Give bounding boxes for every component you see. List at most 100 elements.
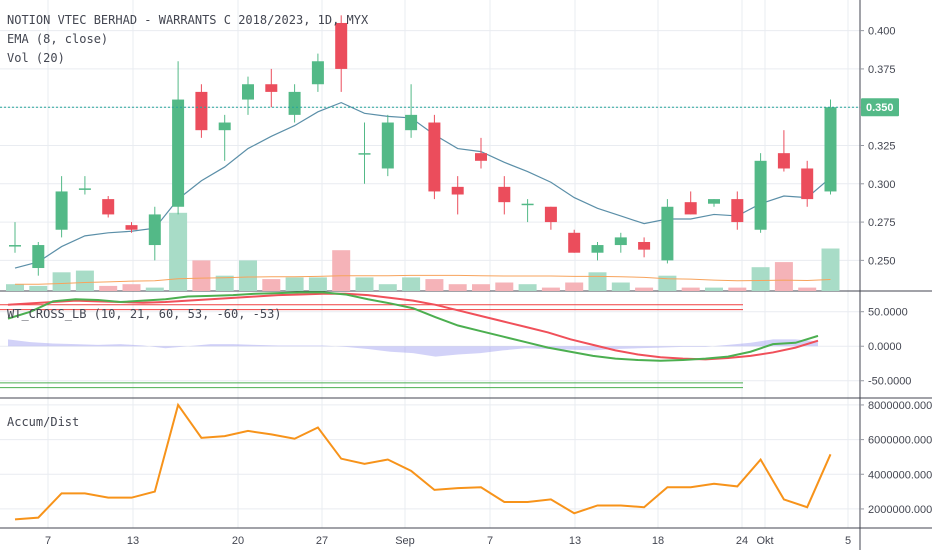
candle-body <box>824 107 837 192</box>
price-axis: 0.400 0.375 0.350 0.325 0.300 0.275 0.250 50.00… <box>860 26 932 516</box>
x-tick-label: Sep <box>395 535 415 547</box>
volume-bar <box>122 284 141 291</box>
candle-body <box>9 245 21 247</box>
volume-bar <box>169 212 188 291</box>
volume-bar <box>262 279 281 291</box>
candle-body <box>405 114 418 131</box>
volume-bar <box>308 277 327 291</box>
candle-body <box>614 237 627 246</box>
candles <box>9 15 837 276</box>
x-tick-label: 18 <box>652 535 664 547</box>
last-price-label: 0.350 <box>866 102 894 114</box>
x-tick-label: 7 <box>487 535 493 547</box>
volume-bar <box>751 267 770 291</box>
x-tick-label: 5 <box>845 535 851 547</box>
candle-body <box>428 122 441 192</box>
volume-bar <box>355 277 374 291</box>
accum-dist-line <box>14 402 832 521</box>
x-tick-label: Okt <box>756 535 773 547</box>
volume-bar <box>658 275 677 291</box>
y-tick-label: 0.400 <box>868 26 896 38</box>
volume-bar <box>239 260 257 291</box>
wt-diff-area <box>8 339 818 357</box>
volume-bar <box>75 270 94 291</box>
volume-bar <box>705 287 723 291</box>
y-tick-label: 2000000.0000 <box>868 504 932 516</box>
volume-bar <box>681 287 700 291</box>
ema-legend: EMA (8, close) <box>7 32 109 46</box>
volume-ma-line <box>15 274 831 285</box>
x-tick-label: 7 <box>45 535 51 547</box>
candle-body <box>754 160 767 230</box>
y-tick-label: 4000000.0000 <box>868 469 932 481</box>
volume-bar <box>635 287 654 291</box>
chart-title: NOTION VTEC BERHAD - WARRANTS C 2018/202… <box>7 13 369 27</box>
volume-bar <box>6 284 24 291</box>
wt1-line <box>7 291 819 362</box>
y-tick-label: 6000000.0000 <box>868 435 932 447</box>
volume-bar <box>378 284 397 291</box>
accum-dist-pane-title: Accum/Dist <box>7 415 79 429</box>
volume-bar <box>448 284 467 291</box>
candle-body <box>731 199 744 223</box>
volume-bar <box>588 272 607 291</box>
y-tick-label: 0.250 <box>868 255 896 267</box>
ema-line <box>14 101 831 269</box>
candle-body <box>148 214 161 246</box>
volume-bar <box>52 272 71 291</box>
volume-bar <box>518 284 537 291</box>
candle-body <box>55 191 68 230</box>
volume-bar <box>565 282 584 291</box>
volume-bar <box>145 287 164 291</box>
volume-bar <box>728 287 747 291</box>
candle-body <box>475 153 487 161</box>
candle-body <box>242 84 254 100</box>
candle-body <box>381 122 394 169</box>
volume-bar <box>215 275 234 291</box>
x-tick-label: 20 <box>232 535 244 547</box>
accum-dist-pane <box>14 402 832 521</box>
volume-bar <box>821 248 840 291</box>
volume-bar <box>472 284 490 291</box>
x-tick-label: 13 <box>127 535 139 547</box>
candle-body <box>451 186 464 195</box>
volume-bar <box>425 279 444 291</box>
last-price-tag <box>861 98 899 117</box>
volume-bar <box>99 285 118 291</box>
candle-body <box>777 153 790 169</box>
candle-body <box>32 245 45 269</box>
y-tick-label: 8000000.0000 <box>868 400 932 412</box>
volume-bar <box>495 282 514 291</box>
candle-body <box>218 122 231 131</box>
candle-body <box>358 153 371 155</box>
volume-bars <box>6 212 840 291</box>
candle-body <box>801 168 814 200</box>
volume-bar <box>541 287 560 291</box>
y-tick-label: 0.375 <box>868 64 896 76</box>
candle-body <box>684 202 697 215</box>
wt2-line <box>7 292 819 361</box>
candle-body <box>125 225 138 230</box>
time-axis: 7 13 20 27 Sep 7 13 18 24 Okt 5 <box>45 535 851 547</box>
volume-bar <box>332 250 351 291</box>
candle-body <box>311 61 324 85</box>
x-tick-label: 27 <box>316 535 328 547</box>
volume-bar <box>285 277 304 291</box>
y-tick-label: 0.300 <box>868 179 896 191</box>
candle-body <box>172 99 185 207</box>
vol-legend: Vol (20) <box>7 51 65 65</box>
candle-body <box>195 91 208 131</box>
y-tick-label: 0.275 <box>868 217 896 229</box>
wt-pane-title: WT_CROSS_LB (10, 21, 60, 53, -60, -53) <box>7 307 282 321</box>
volume-bar <box>774 262 793 291</box>
candle-body <box>544 206 557 223</box>
candle-body <box>265 84 278 92</box>
volume-bar <box>29 285 48 291</box>
volume-bar <box>402 277 421 291</box>
candle-body <box>521 203 534 206</box>
candle-body <box>661 206 674 261</box>
candle-body <box>498 186 511 203</box>
volume-bar <box>611 282 630 291</box>
candle-body <box>568 232 581 253</box>
